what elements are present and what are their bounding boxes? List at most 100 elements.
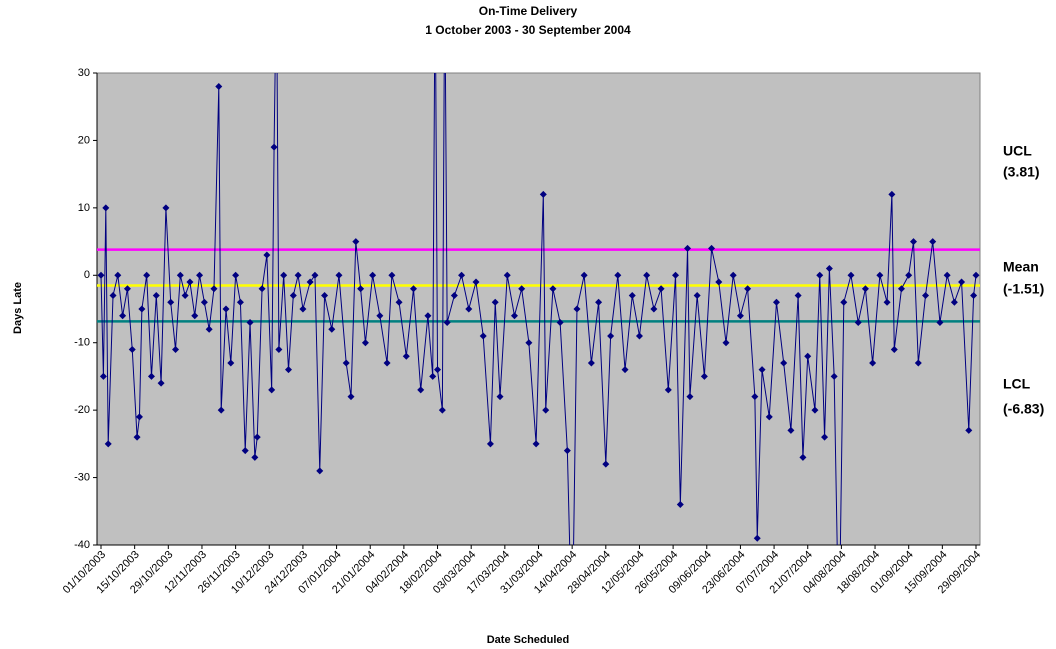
- plot-content: [97, 73, 980, 649]
- data-point: [602, 460, 610, 468]
- data-point: [227, 359, 235, 367]
- data-point: [929, 238, 937, 246]
- data-point: [684, 244, 692, 252]
- data-point: [890, 345, 898, 353]
- data-point: [700, 372, 708, 380]
- data-point: [532, 440, 540, 448]
- data-point: [897, 285, 905, 293]
- data-point: [434, 366, 442, 374]
- data-point: [450, 292, 458, 300]
- data-point: [162, 204, 170, 212]
- data-point: [650, 305, 658, 313]
- data-point: [503, 271, 511, 279]
- data-point: [950, 298, 958, 306]
- data-point: [970, 292, 978, 300]
- data-point: [840, 298, 848, 306]
- data-point: [114, 271, 122, 279]
- data-point: [972, 271, 980, 279]
- data-point: [563, 447, 571, 455]
- control-value-label: (-1.51): [1003, 281, 1044, 297]
- data-point: [395, 298, 403, 306]
- control-label: UCL: [1003, 143, 1032, 159]
- data-point: [910, 238, 917, 246]
- data-point: [472, 278, 480, 286]
- data-point: [753, 534, 761, 542]
- data-point: [119, 312, 127, 320]
- data-point: [294, 271, 302, 279]
- data-point: [147, 372, 155, 380]
- data-point: [205, 325, 213, 333]
- data-point: [99, 372, 107, 380]
- data-point: [181, 292, 189, 300]
- data-point: [821, 433, 829, 441]
- data-point: [176, 271, 184, 279]
- data-point: [152, 292, 160, 300]
- y-tick-label: -20: [74, 404, 90, 416]
- data-point: [518, 285, 526, 293]
- data-point: [275, 345, 283, 353]
- chart-subtitle: 1 October 2003 - 30 September 2004: [425, 23, 631, 37]
- y-tick-label: 0: [84, 269, 90, 281]
- control-value-label: (-6.83): [1003, 401, 1044, 417]
- data-point: [270, 143, 278, 151]
- data-point: [251, 453, 259, 461]
- data-point: [443, 318, 451, 326]
- data-point: [664, 386, 672, 394]
- plot-area: [96, 72, 981, 546]
- data-point: [847, 271, 855, 279]
- y-tick-label: 20: [78, 134, 90, 146]
- data-point: [816, 271, 824, 279]
- control-value-label: (3.81): [1003, 164, 1040, 180]
- data-point: [133, 433, 141, 441]
- data-point: [263, 251, 271, 259]
- data-point: [97, 271, 105, 279]
- data-point: [765, 413, 773, 421]
- data-point: [258, 285, 266, 293]
- data-point: [772, 298, 780, 306]
- data-point: [628, 292, 636, 300]
- data-point: [402, 352, 410, 360]
- data-point: [835, 643, 842, 649]
- data-point: [643, 271, 651, 279]
- data-point: [210, 285, 218, 293]
- data-point: [479, 332, 487, 340]
- data-point: [285, 366, 292, 374]
- data-point: [510, 312, 518, 320]
- data-point: [196, 271, 204, 279]
- data-point: [222, 305, 230, 313]
- data-point: [676, 501, 684, 509]
- data-point: [595, 298, 603, 306]
- data-point: [621, 366, 629, 374]
- data-point: [128, 345, 136, 353]
- data-point: [104, 440, 112, 448]
- data-point: [342, 359, 350, 367]
- control-label: LCL: [1003, 376, 1031, 392]
- data-point: [965, 426, 973, 434]
- data-point: [316, 467, 324, 475]
- data-point: [569, 643, 576, 649]
- data-point: [580, 271, 588, 279]
- data-point: [102, 204, 110, 212]
- data-point: [905, 271, 913, 279]
- data-point: [424, 312, 432, 320]
- data-point: [672, 271, 680, 279]
- data-point: [200, 298, 208, 306]
- data-point: [811, 406, 819, 414]
- data-point: [376, 312, 384, 320]
- data-point: [686, 393, 694, 401]
- data-point: [236, 298, 244, 306]
- data-point: [388, 271, 396, 279]
- data-point: [465, 305, 473, 313]
- data-point: [787, 426, 795, 434]
- data-point: [135, 413, 143, 421]
- data-point: [486, 440, 494, 448]
- data-point: [157, 379, 165, 387]
- data-point: [458, 271, 466, 279]
- control-label: Mean: [1003, 259, 1039, 275]
- data-point: [335, 271, 343, 279]
- data-point: [232, 271, 240, 279]
- data-point: [167, 298, 175, 306]
- data-point: [539, 190, 547, 198]
- data-point: [306, 278, 314, 286]
